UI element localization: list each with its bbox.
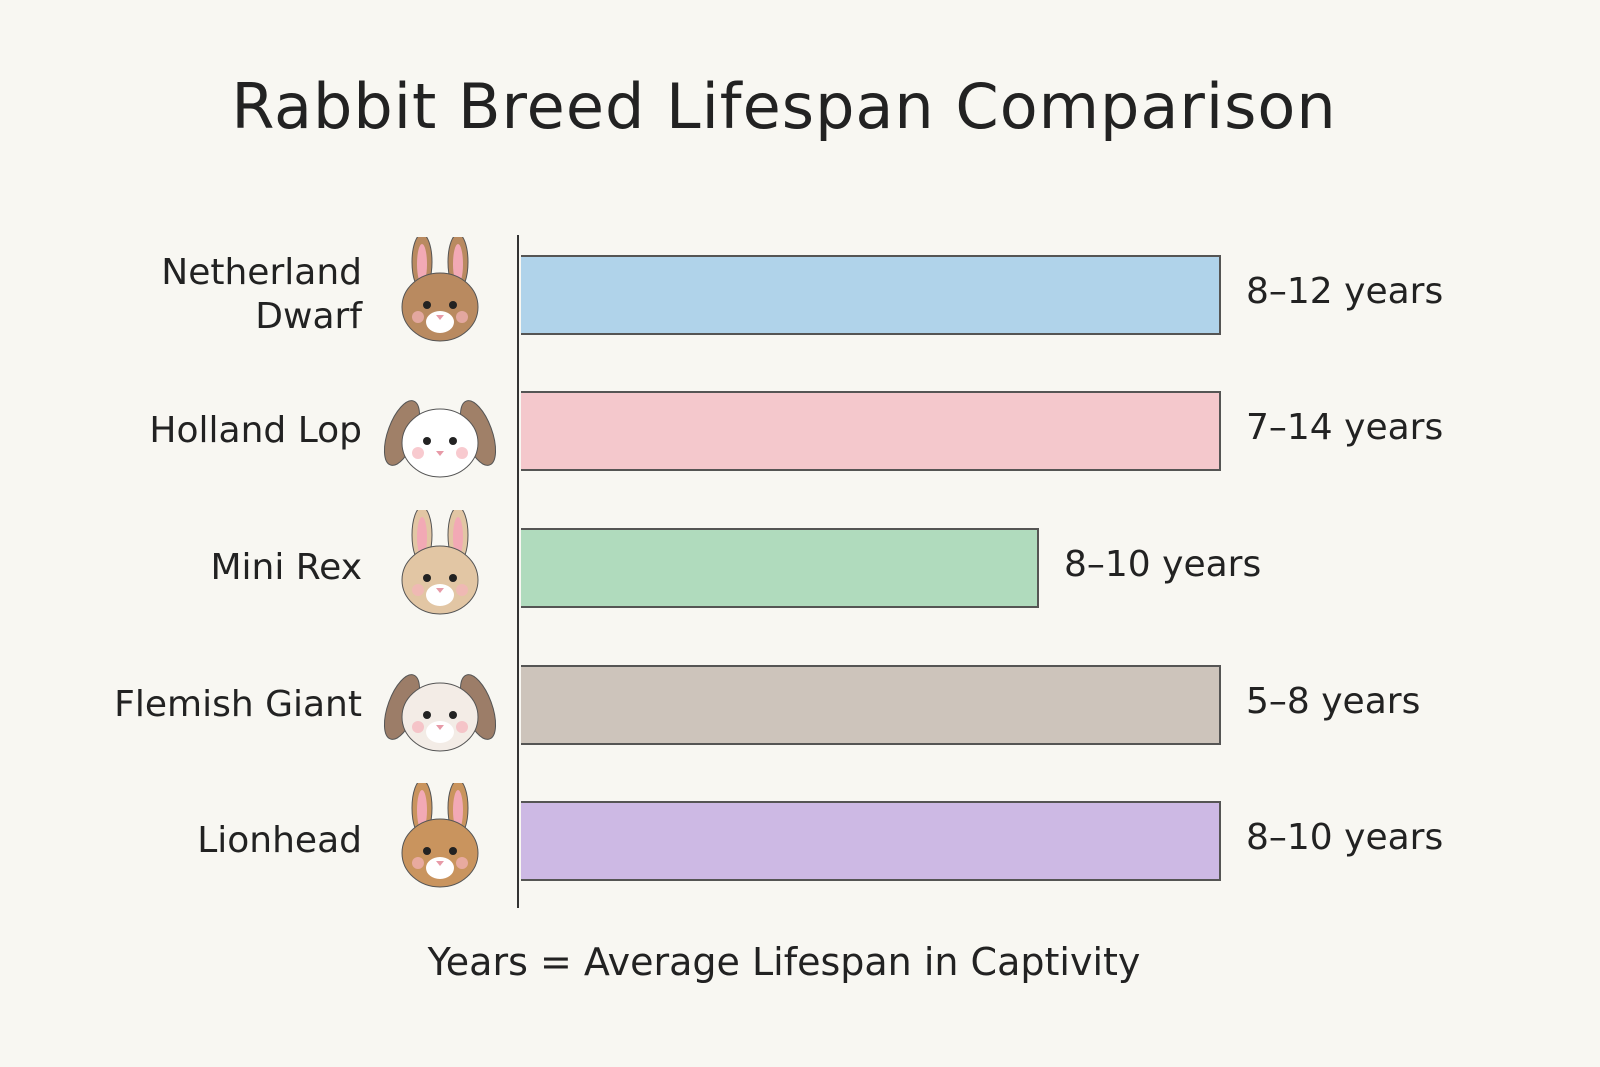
bar <box>521 391 1221 471</box>
rabbit-upright-ears-tan-icon <box>380 506 500 620</box>
category-label: Netherland Dwarf <box>161 252 362 337</box>
category-label: Holland Lop <box>149 410 362 451</box>
bar <box>521 528 1039 608</box>
chart-title: Rabbit Breed Lifespan Comparison <box>231 70 1337 143</box>
rabbit-lop-white-brown-icon <box>380 373 500 483</box>
category-label: Flemish Giant <box>114 684 362 725</box>
rabbit-upright-ears-brown-icon <box>380 233 500 347</box>
bar <box>521 665 1221 745</box>
rabbit-lop-brown-white-icon <box>380 647 500 757</box>
rabbit-lionhead-icon <box>380 779 500 893</box>
category-label: Lionhead <box>197 820 362 861</box>
data-label: 8–10 years <box>1246 817 1444 858</box>
bar <box>521 255 1221 335</box>
y-axis-line <box>517 235 519 908</box>
bar <box>521 801 1221 881</box>
x-axis-label: Years = Average Lifespan in Captivity <box>427 940 1141 984</box>
data-label: 8–10 years <box>1064 544 1262 585</box>
data-label: 5–8 years <box>1246 681 1421 722</box>
data-label: 8–12 years <box>1246 271 1444 312</box>
category-label: Mini Rex <box>210 547 362 588</box>
data-label: 7–14 years <box>1246 407 1444 448</box>
